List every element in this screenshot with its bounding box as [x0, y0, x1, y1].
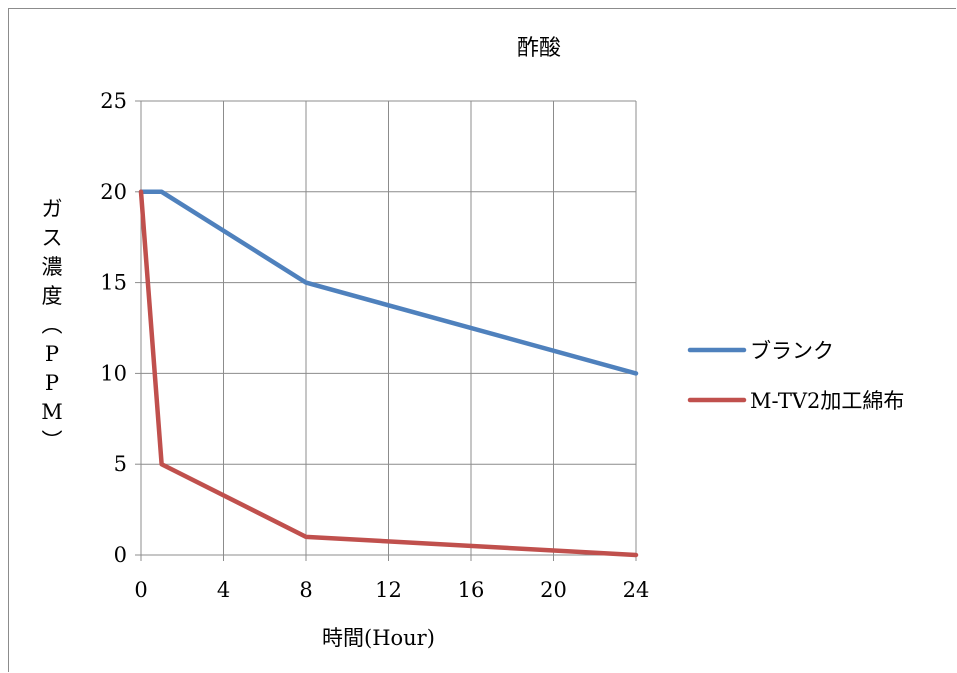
legend-label: ブランク — [750, 339, 834, 363]
x-tick-label: 12 — [375, 578, 402, 602]
y-axis-title: ガ ス 濃 度 ︵ P P M ︶ — [41, 197, 63, 453]
x-tick-label: 0 — [134, 578, 147, 602]
x-tick-label: 20 — [540, 578, 567, 602]
y-tick-label: 10 — [100, 361, 127, 385]
y-tick-label: 5 — [114, 452, 127, 476]
x-tick-label: 8 — [299, 578, 312, 602]
y-tick-label: 0 — [114, 543, 127, 567]
x-tick-label: 4 — [217, 578, 230, 602]
y-tick-label: 20 — [100, 180, 127, 204]
chart-frame — [8, 8, 956, 672]
y-tick-label: 15 — [100, 271, 127, 295]
x-tick-label: 16 — [458, 578, 485, 602]
chart-title: 酢酸 — [516, 36, 561, 61]
legend-label: M-TV2加工綿布 — [750, 389, 904, 413]
x-axis-title: 時間(Hour) — [322, 626, 435, 650]
x-tick-label: 24 — [623, 578, 650, 602]
series-line — [138, 189, 639, 376]
y-tick-label: 25 — [100, 89, 127, 113]
series-line — [138, 189, 639, 558]
